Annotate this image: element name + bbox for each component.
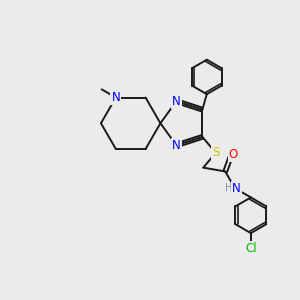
Text: N: N	[111, 91, 120, 104]
Text: O: O	[229, 148, 238, 161]
Text: H: H	[225, 183, 232, 193]
Text: N: N	[172, 139, 181, 152]
Text: N: N	[232, 182, 241, 195]
Text: S: S	[212, 146, 219, 159]
Text: Cl: Cl	[245, 242, 257, 255]
Text: N: N	[172, 95, 181, 108]
